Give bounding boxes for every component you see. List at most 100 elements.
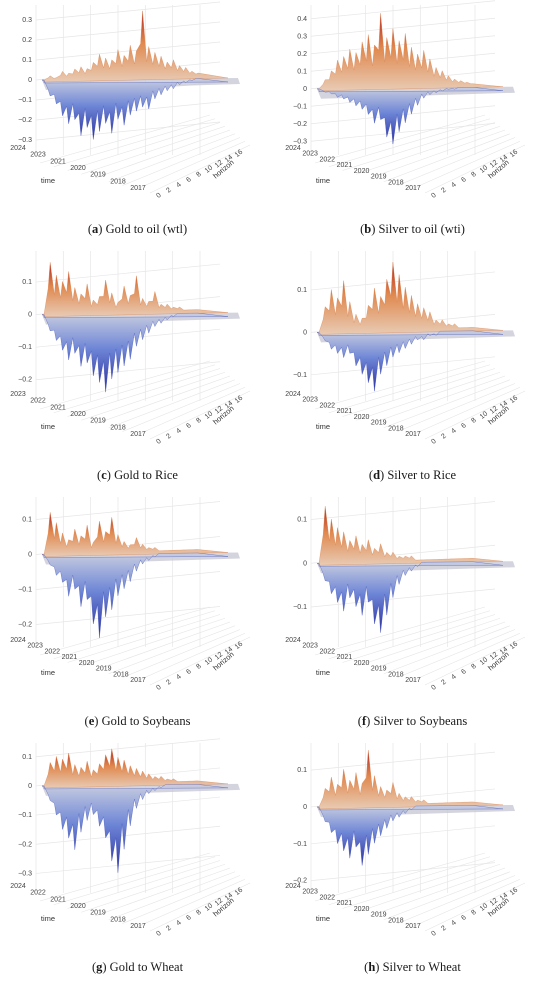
- z-tick-label: 0: [28, 783, 32, 790]
- horizon-axis-label: horizon: [211, 650, 236, 673]
- time-tick-label: 2024: [285, 883, 301, 890]
- time-tick-label: 2021: [337, 654, 353, 661]
- horizon-tick-label: 12: [489, 159, 500, 169]
- horizon-tick-label: 16: [509, 641, 520, 651]
- time-tick-label: 2023: [302, 151, 318, 158]
- horizon-tick-label: 10: [204, 410, 215, 420]
- floor-grid-c: [39, 360, 251, 440]
- time-tick-label: 2021: [337, 900, 353, 907]
- z-tick-label: −0.2: [293, 121, 307, 128]
- time-tick-label: 2019: [96, 666, 112, 673]
- z-tick-label: −0.3: [18, 870, 32, 877]
- horizon-tick-label: 6: [460, 668, 468, 676]
- z-tick-label: 0.3: [22, 17, 32, 24]
- horizon-tick-label: 8: [195, 909, 203, 917]
- horizon-tick-label: 6: [185, 176, 193, 184]
- time-tick-label: 2020: [354, 660, 370, 667]
- horizon-axis-label: horizon: [486, 404, 511, 427]
- z-tick-label: 0.1: [22, 57, 32, 64]
- surface-plot-c: 0.1 0 −0.1 −0.2 2023 2022 2021 2020 2019 2018 2017…: [10, 251, 251, 446]
- time-tick-label: 2017: [405, 185, 421, 192]
- time-tick-label: 2019: [371, 174, 387, 181]
- positive-surface-f: [317, 506, 504, 566]
- z-tick-label: −0.2: [18, 377, 32, 384]
- panel-d: 0.1 0 −0.1 2024 2023 2022 2021 2020 2019 2018 2017…: [275, 246, 550, 492]
- panel-letter: h: [368, 960, 376, 974]
- panel-letter: e: [88, 714, 95, 728]
- time-tick-label: 2019: [371, 420, 387, 427]
- z-tick-label: −0.3: [293, 138, 307, 145]
- negative-surface-f: [316, 561, 504, 633]
- horizon-tick-label: 8: [195, 663, 203, 671]
- time-axis-label: time: [316, 422, 330, 431]
- positive-surface-d: [317, 262, 504, 335]
- horizon-axis-label: horizon: [486, 158, 511, 181]
- panel-a: 0.3 0.2 0.1 0 −0.1 −0.2 −0.3 2024 2023 2021 2020 20…: [0, 0, 275, 246]
- negative-surface-g: [41, 784, 229, 873]
- z-tick-label: 0.1: [22, 754, 32, 761]
- time-tick-label: 2020: [354, 168, 370, 175]
- panel-c: 0.1 0 −0.1 −0.2 2023 2022 2021 2020 2019 2018 2017…: [0, 246, 275, 492]
- floor-grid-e: [39, 606, 251, 686]
- horizon-tick-label: 14: [224, 646, 235, 656]
- time-tick-label: 2022: [44, 648, 60, 655]
- time-tick-label: 2022: [30, 890, 46, 897]
- horizon-tick-label: 4: [450, 427, 458, 435]
- horizon-tick-label: 4: [175, 919, 183, 927]
- horizon-tick-label: 16: [234, 395, 245, 405]
- horizon-tick-label: 0: [430, 192, 438, 200]
- panel-letter: d: [373, 468, 381, 482]
- z-tick-label: 0.3: [297, 33, 307, 40]
- horizon-tick-label: 4: [175, 673, 183, 681]
- horizon-tick-label: 8: [195, 171, 203, 179]
- time-tick-label: 2024: [285, 637, 301, 644]
- time-tick-label: 2018: [110, 178, 126, 185]
- time-tick-label: 2022: [30, 398, 46, 405]
- surface-plot-e: 0.1 0 −0.1 −0.2 2024202320222021202020192018…: [10, 497, 251, 692]
- time-axis-label: time: [316, 176, 330, 185]
- time-tick-label: 2020: [70, 165, 86, 172]
- panel-title: Silver to Wheat: [382, 960, 461, 974]
- panel-caption-h: (h) Silver to Wheat: [364, 960, 461, 974]
- horizon-tick-label: 2: [440, 679, 448, 687]
- horizon-tick-label: 16: [509, 395, 520, 405]
- z-tick-label: 0.1: [297, 767, 307, 774]
- z-tick-label: 0.1: [297, 517, 307, 524]
- panel-h: 0.1 0 −0.1 −0.2 2024 2023 2022 2021 2020 2019 2018…: [275, 738, 550, 984]
- panel-caption-g: (g) Gold to Wheat: [91, 960, 184, 974]
- horizon-tick-label: 10: [204, 902, 215, 912]
- panel-title: Silver to oil (wti): [378, 222, 465, 236]
- horizon-tick-label: 8: [470, 171, 478, 179]
- time-tick-label: 2020: [70, 903, 86, 910]
- panel-title: Silver to Soybeans: [373, 714, 468, 728]
- z-tick-label: −0.1: [293, 103, 307, 110]
- z-tick-label: 0.1: [22, 517, 32, 524]
- horizon-tick-label: 12: [489, 897, 500, 907]
- time-tick-label: 2017: [130, 677, 146, 684]
- horizon-tick-label: 10: [479, 410, 490, 420]
- panel-title: Gold to oil (wtl): [105, 222, 188, 236]
- time-tick-label: 2022: [319, 156, 335, 163]
- surface-plot-f: 0.1 0 −0.1 20242023202220212020201920182017…: [285, 497, 526, 692]
- horizon-tick-label: 16: [234, 641, 245, 651]
- time-tick-label: 2023: [302, 643, 318, 650]
- time-tick-label: 2022: [319, 648, 335, 655]
- z-tick-label: −0.3: [18, 137, 32, 144]
- z-tick-label: 0: [28, 552, 32, 559]
- time-tick-label: 2020: [79, 660, 95, 667]
- z-tick-label: 0: [303, 329, 307, 336]
- z-tick-label: 0.2: [22, 37, 32, 44]
- surface-plot-b: 0.40.30.20.10−0.1−0.2−0.3202420232022202…: [285, 0, 526, 200]
- z-tick-label: −0.1: [293, 372, 307, 379]
- panel-e: 0.1 0 −0.1 −0.2 2024 2023 2022 2021 2020 2019 2018…: [0, 492, 275, 738]
- negative-surface-d: [316, 330, 504, 392]
- time-tick-label: 2018: [110, 916, 126, 923]
- floor-grid-h: [314, 852, 526, 932]
- time-tick-label: 2017: [130, 923, 146, 930]
- time-axis-label: time: [316, 914, 330, 923]
- time-tick-label: 2018: [388, 671, 404, 678]
- horizon-axis-label: horizon: [211, 158, 236, 181]
- z-tick-label: 0.1: [297, 287, 307, 294]
- horizon-tick-label: 6: [460, 914, 468, 922]
